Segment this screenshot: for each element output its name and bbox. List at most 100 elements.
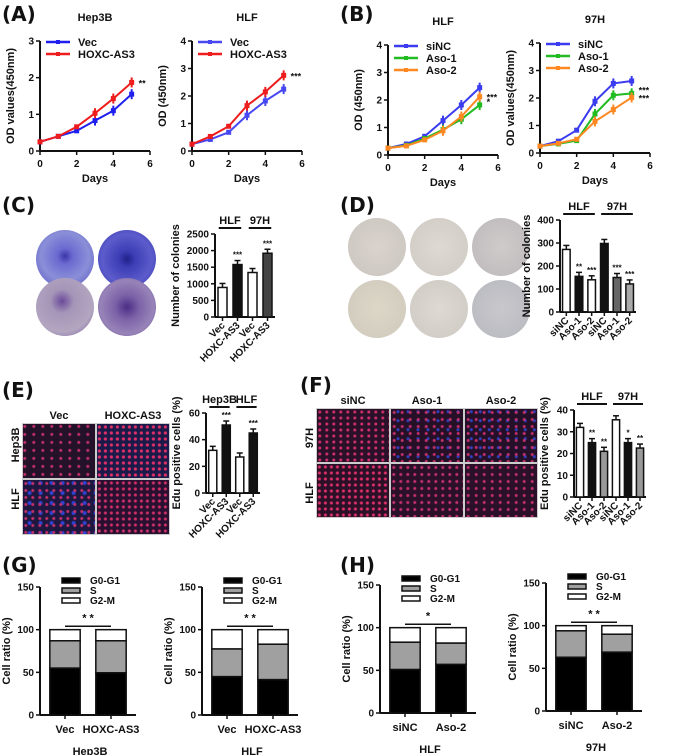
data-point (189, 141, 195, 147)
group-label: 97H (607, 201, 627, 213)
legend-label: G0-G1 (90, 576, 120, 587)
panel-label-h: (H) (340, 553, 376, 577)
significance-label: ** (589, 429, 596, 438)
y-tick-label: 40 (189, 435, 201, 446)
micrograph (96, 423, 170, 479)
legend-swatch (567, 583, 587, 590)
y-tick-label: 1 (376, 123, 382, 134)
y-tick-label: 4 (180, 37, 186, 48)
data-point (422, 137, 428, 143)
chart-title: HLF (236, 12, 258, 24)
y-tick-label: 3 (528, 66, 534, 77)
significance-label: *** (233, 251, 243, 260)
y-tick-label: 60 (189, 409, 201, 420)
stacked-segment-g0-g1 (257, 678, 289, 716)
legend-marker (56, 52, 60, 56)
micrograph (22, 479, 96, 535)
group-label: HLF (219, 215, 241, 227)
legend-label: G0-G1 (596, 572, 626, 583)
legend-label: S (252, 586, 259, 597)
legend-label: S (90, 586, 97, 597)
micrograph (96, 479, 170, 535)
micrograph (390, 463, 464, 518)
data-point (207, 136, 213, 142)
y-tick-label: 100 (523, 621, 540, 632)
y-axis-label: Number of colonies (521, 215, 533, 318)
y-tick-label: 3 (180, 64, 186, 75)
y-tick-label: 2 (28, 73, 34, 84)
series-line-aso-2 (387, 96, 481, 150)
legend-label: G2-M (596, 592, 621, 603)
y-tick-label: 1000 (187, 279, 210, 290)
panel-label-b: (B) (340, 2, 374, 26)
legend-label: HOXC-AS3 (230, 49, 287, 61)
x-tick-label: 4 (263, 159, 269, 170)
y-tick-label: 4 (528, 39, 534, 50)
y-tick-label: 200 (537, 262, 554, 273)
legend-swatch (61, 597, 81, 604)
y-tick-label: 0 (548, 308, 554, 319)
legend-label: Aso-2 (426, 65, 457, 77)
x-axis-label: HLF (241, 746, 263, 755)
colony-plate (348, 280, 406, 338)
significance-label: *** (639, 85, 650, 95)
y-tick-label: 50 (529, 664, 541, 675)
stacked-segment-g2-m (257, 628, 289, 645)
panel-label-d: (D) (340, 193, 375, 217)
y-tick-label: 2 (528, 94, 534, 105)
legend-label: HOXC-AS3 (78, 49, 135, 61)
y-tick-label: 0 (534, 707, 540, 718)
x-tick-label: Aso-2 (602, 720, 633, 732)
y-tick-label: 1500 (187, 263, 210, 274)
legend-label: S (430, 584, 437, 595)
legend-marker (208, 52, 212, 56)
legend-swatch (567, 593, 587, 600)
legend-marker (404, 56, 408, 60)
legend-marker (208, 40, 212, 44)
legend-swatch (61, 577, 81, 584)
legend-label: Aso-1 (426, 53, 457, 65)
legend-marker (556, 42, 560, 46)
y-tick-label: 20 (189, 462, 201, 473)
legend-swatch (223, 597, 243, 604)
data-point (74, 128, 80, 134)
y-tick-label: 1 (528, 121, 534, 132)
stacked-segment-g0-g1 (555, 656, 587, 712)
micrograph (316, 463, 390, 518)
x-tick-label: 2 (422, 163, 428, 174)
chart-title: HLF (432, 16, 454, 28)
y-tick-label: 500 (192, 296, 209, 307)
panel-label-g: (G) (2, 553, 37, 577)
series-line-hoxc-as3 (191, 74, 285, 146)
y-tick-label: 0 (528, 149, 534, 160)
y-axis-label: Cell ratio (%) (1, 617, 13, 685)
y-tick-label: 2500 (187, 230, 210, 241)
y-tick-label: 1 (180, 119, 186, 130)
x-axis-label: Days (582, 175, 608, 187)
data-point (537, 143, 543, 149)
legend-label: G2-M (430, 594, 455, 605)
data-point (226, 129, 232, 135)
legend-marker (404, 68, 408, 72)
x-tick-label: 4 (111, 159, 117, 170)
x-tick-label: Vec (218, 724, 237, 736)
x-tick-label: HOXC-AS3 (83, 724, 140, 736)
y-tick-label: 100 (357, 623, 374, 634)
legend-swatch (223, 577, 243, 584)
colony-plate (410, 218, 468, 276)
legend-label: Vec (230, 37, 249, 49)
y-tick-label: 150 (179, 583, 196, 594)
data-point (37, 139, 43, 145)
y-tick-label: 0 (28, 711, 34, 722)
y-tick-label: 4 (376, 41, 382, 52)
stacked-segment-s (49, 640, 81, 669)
y-tick-label: 0 (368, 709, 374, 720)
x-tick-label: 0 (37, 159, 43, 170)
stacked-segment-g2-m (601, 624, 633, 635)
